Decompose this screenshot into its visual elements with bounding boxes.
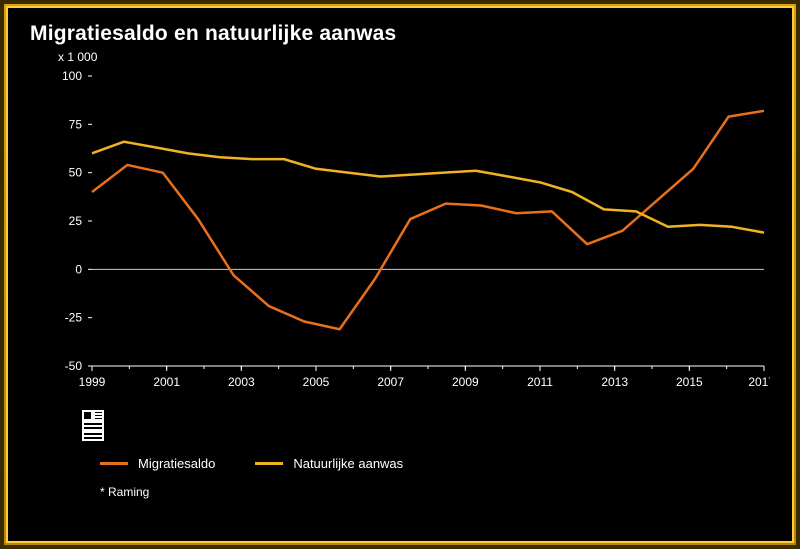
legend-label: Migratiesaldo (138, 456, 215, 471)
svg-text:50: 50 (69, 166, 83, 180)
chart-title: Migratiesaldo en natuurlijke aanwas (30, 22, 770, 46)
svg-text:25: 25 (69, 214, 83, 228)
y-axis-unit: x 1 000 (58, 50, 770, 64)
svg-text:75: 75 (69, 117, 83, 131)
gold-frame-outer: Migratiesaldo en natuurlijke aanwas x 1 … (0, 0, 800, 549)
legend-item-migratiesaldo: Migratiesaldo (100, 456, 215, 471)
svg-text:1999: 1999 (79, 375, 106, 389)
svg-text:2015: 2015 (676, 375, 703, 389)
chart-panel: Migratiesaldo en natuurlijke aanwas x 1 … (12, 12, 788, 537)
svg-text:2017*: 2017* (748, 375, 770, 389)
svg-text:2009: 2009 (452, 375, 479, 389)
svg-text:2005: 2005 (303, 375, 330, 389)
footnote: * Raming (100, 485, 770, 499)
cbs-logo (82, 410, 104, 447)
gold-frame-inner: Migratiesaldo en natuurlijke aanwas x 1 … (6, 6, 794, 543)
legend-swatch (255, 462, 283, 465)
svg-text:2011: 2011 (527, 375, 553, 389)
svg-text:2007: 2007 (377, 375, 404, 389)
legend: Migratiesaldo Natuurlijke aanwas (100, 456, 770, 471)
svg-text:-50: -50 (65, 359, 83, 373)
legend-label: Natuurlijke aanwas (293, 456, 403, 471)
chart-area: -50 -25 0 25 50 75 100 1999 2001 2003 2005 2007 2009… (30, 66, 770, 396)
svg-text:-25: -25 (65, 311, 83, 325)
svg-text:2003: 2003 (228, 375, 255, 389)
svg-text:100: 100 (62, 69, 82, 83)
svg-text:2001: 2001 (153, 375, 180, 389)
legend-item-natuurlijke-aanwas: Natuurlijke aanwas (255, 456, 403, 471)
svg-text:2013: 2013 (601, 375, 628, 389)
legend-swatch (100, 462, 128, 465)
svg-text:0: 0 (75, 262, 82, 276)
line-chart-svg: -50 -25 0 25 50 75 100 1999 2001 2003 2005 2007 2009… (30, 66, 770, 396)
